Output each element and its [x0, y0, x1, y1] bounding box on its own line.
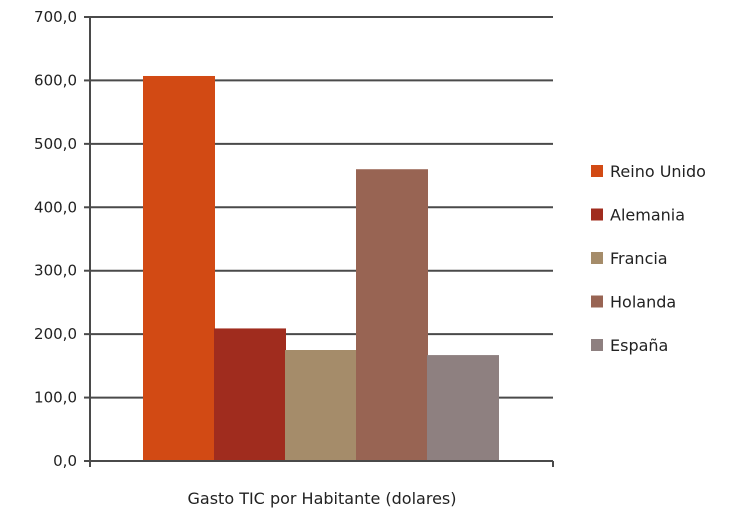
legend-label: España — [610, 336, 668, 355]
legend: Reino Unido Alemania Francia Holanda España — [591, 162, 706, 355]
legend-swatch — [591, 252, 603, 264]
y-tick-label: 0,0 — [53, 452, 77, 470]
y-tick-label: 600,0 — [34, 71, 77, 89]
legend-swatch — [591, 165, 603, 177]
y-tick-label: 500,0 — [34, 135, 77, 153]
y-tick-label: 400,0 — [34, 198, 77, 216]
y-tick-labels: 0,0 100,0 200,0 300,0 400,0 500,0 600,0 700,0 — [34, 8, 77, 470]
y-tick-label: 700,0 — [34, 8, 77, 26]
x-axis-label: Gasto TIC por Habitante (dolares) — [188, 489, 457, 508]
y-tick-label: 100,0 — [34, 389, 77, 407]
axes — [84, 16, 554, 467]
bar-holanda — [356, 169, 428, 461]
legend-label: Francia — [610, 249, 668, 268]
bar-alemania — [214, 328, 286, 461]
legend-label: Alemania — [610, 206, 685, 225]
y-tick-label: 200,0 — [34, 325, 77, 343]
bar-francia — [285, 350, 357, 461]
y-tick-label: 300,0 — [34, 262, 77, 280]
legend-swatch — [591, 339, 603, 351]
legend-swatch — [591, 295, 603, 308]
bars — [143, 75, 499, 461]
bar-españa — [427, 355, 499, 461]
legend-label: Reino Unido — [610, 162, 706, 181]
bar-reino-unido — [143, 75, 215, 461]
legend-swatch — [591, 208, 603, 221]
legend-label: Holanda — [610, 293, 676, 312]
